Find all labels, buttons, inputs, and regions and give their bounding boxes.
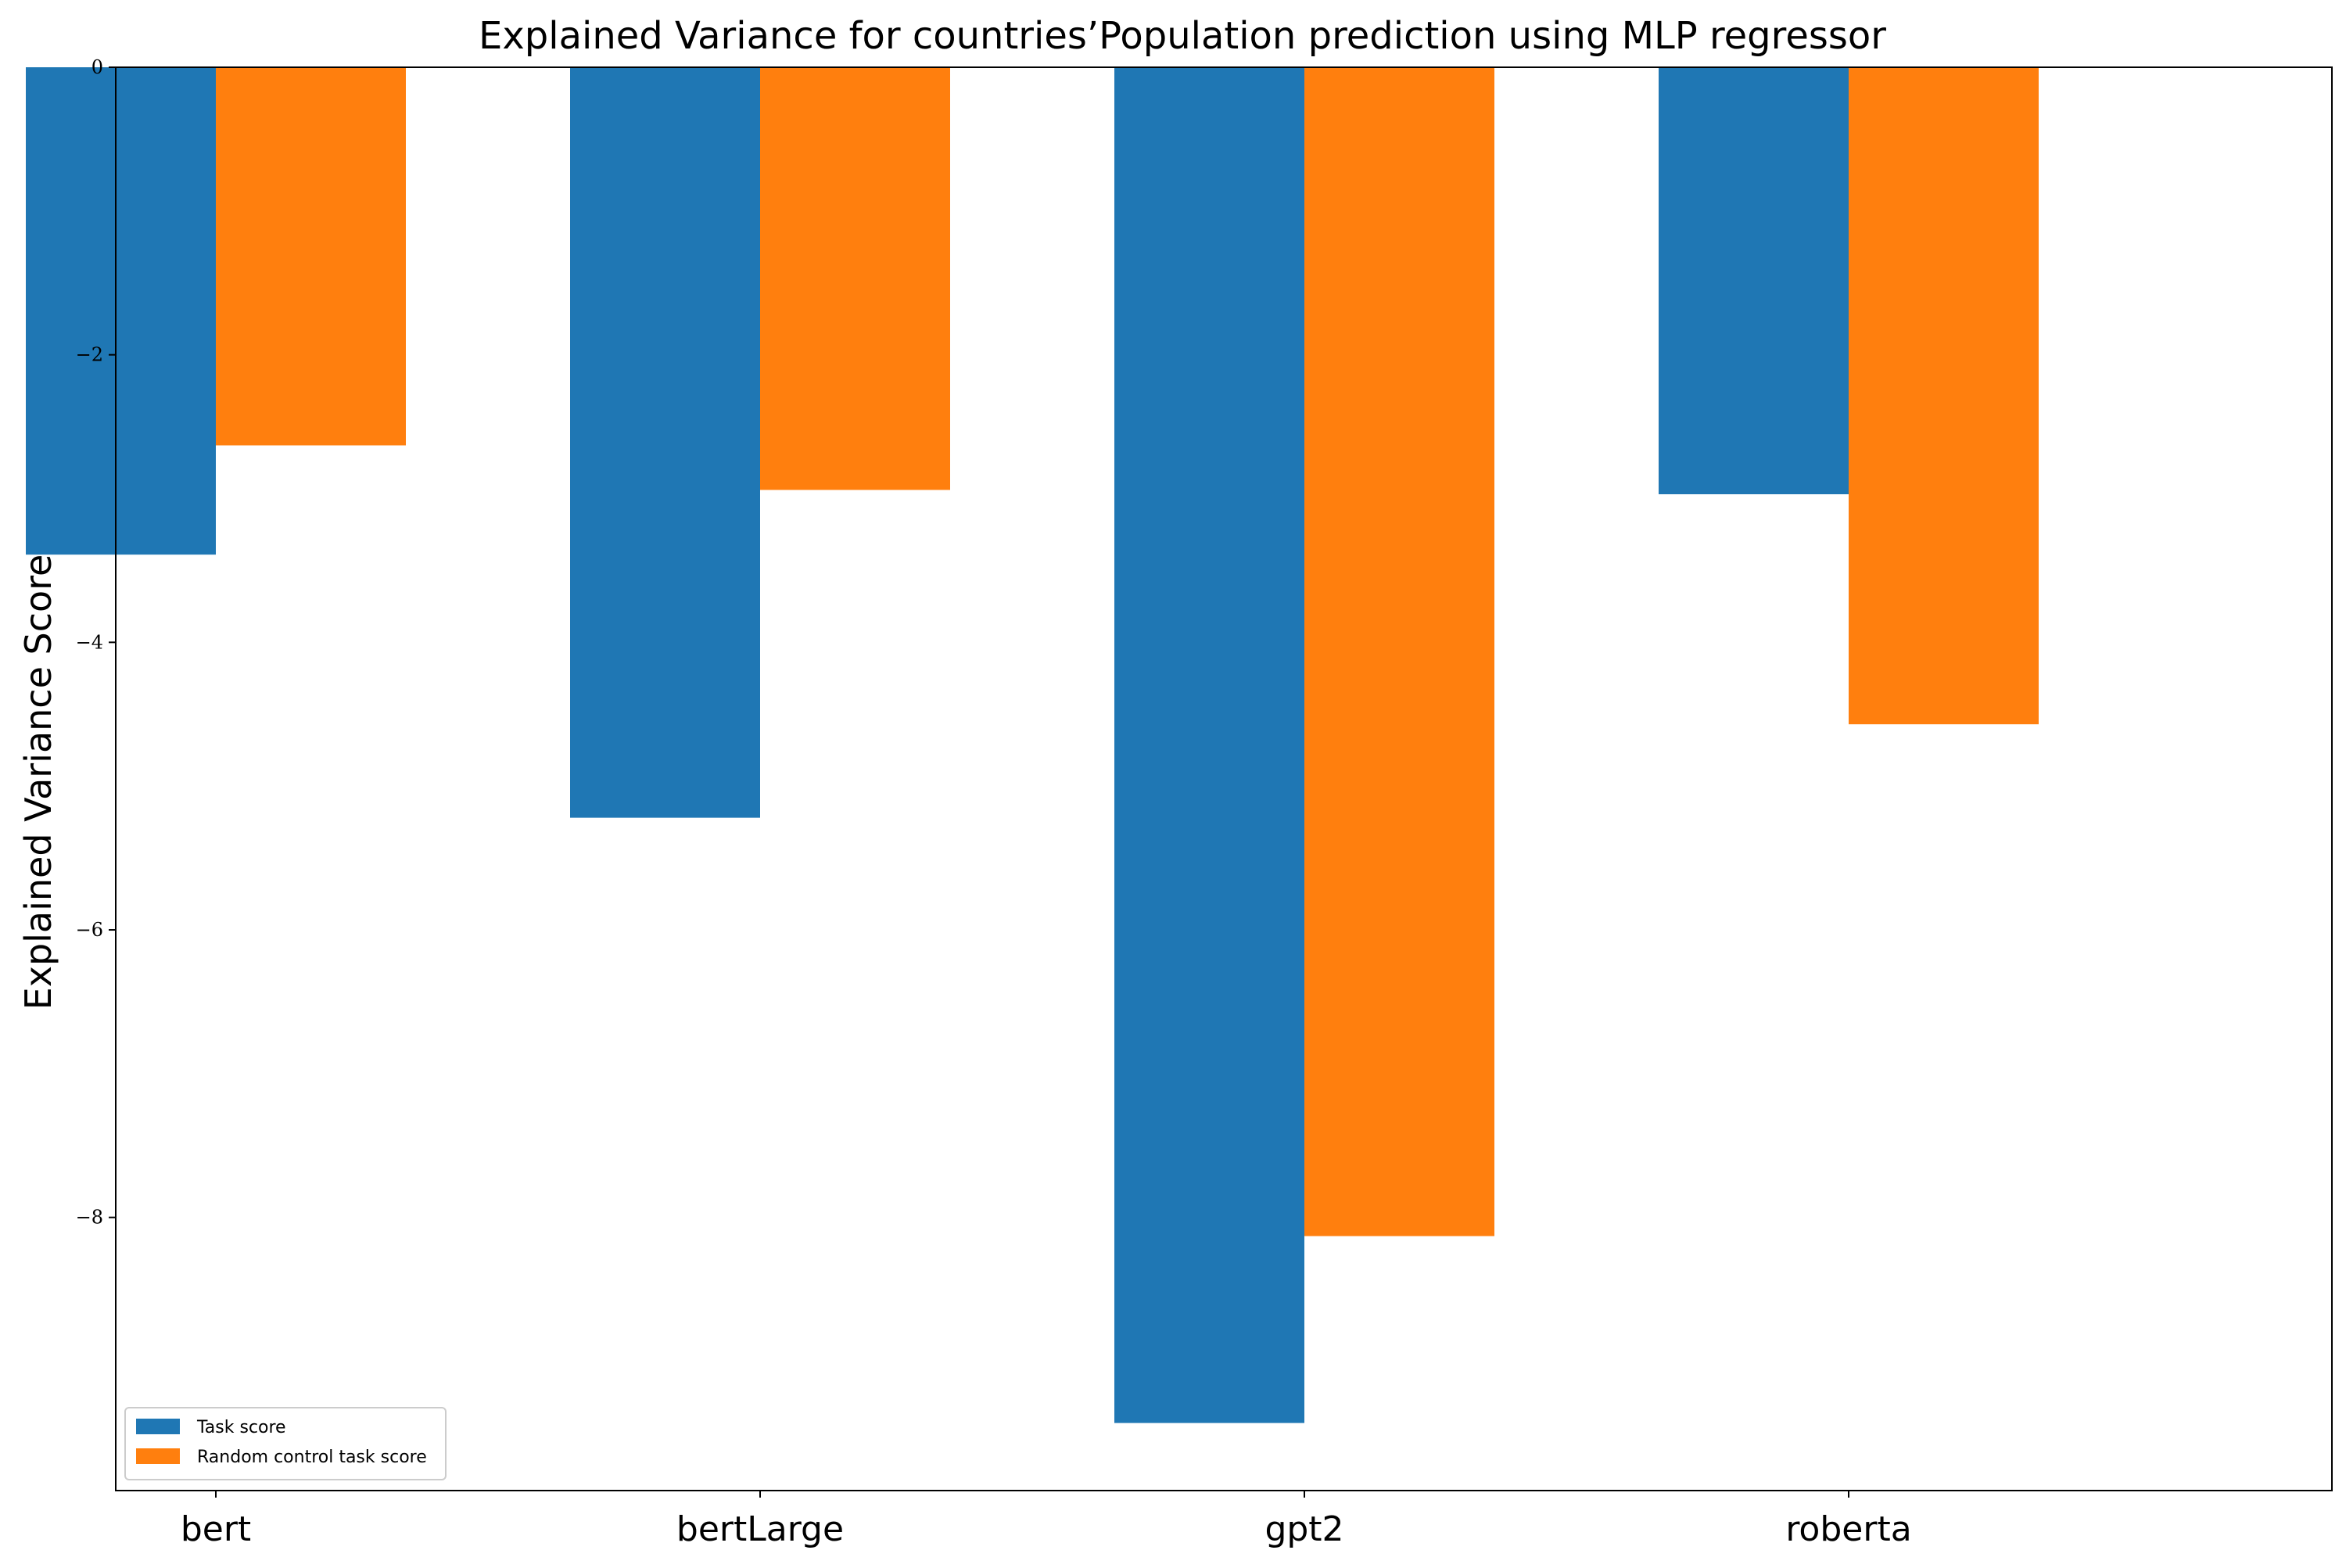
x-tick-label-roberta: roberta	[1785, 1509, 1911, 1549]
bar-bert-series-2	[216, 67, 406, 446]
bar-roberta-series-1	[1659, 67, 1849, 494]
legend-label: Random control task score	[197, 1448, 427, 1467]
chart-title: Explained Variance for countries’Populat…	[479, 14, 1886, 58]
bar-roberta-series-2	[1849, 67, 2039, 725]
bar-gpt2-series-2	[1304, 67, 1494, 1236]
y-tick-label: −6	[76, 919, 103, 941]
y-tick-label: −4	[76, 631, 103, 653]
legend-label: Task score	[196, 1418, 286, 1437]
x-tick-label-gpt2: gpt2	[1264, 1509, 1343, 1549]
bar-bert-series-1	[26, 67, 216, 555]
bar-bertLarge-series-1	[570, 67, 760, 818]
legend-swatch	[136, 1448, 180, 1464]
x-axis: bert bertLarge gpt2 roberta	[181, 1491, 1912, 1549]
x-tick-label-bert: bert	[181, 1509, 251, 1549]
bar-bertLarge-series-2	[760, 67, 950, 490]
bar-gpt2-series-1	[1114, 67, 1304, 1423]
y-axis-label: Explained Variance Score	[17, 554, 59, 1010]
legend-swatch	[136, 1419, 180, 1434]
legend: Task score Random control task score	[124, 1407, 447, 1480]
bars-layer	[26, 67, 2039, 1423]
y-tick-label: 0	[91, 56, 103, 78]
plot-area-frame	[115, 66, 2333, 1491]
y-axis: 0 −2 −4 −6 −8	[76, 56, 116, 1229]
y-tick-label: −8	[76, 1207, 103, 1229]
y-tick-label: −2	[76, 344, 103, 366]
legend-box	[124, 1407, 447, 1480]
x-tick-label-bertLarge: bertLarge	[676, 1509, 844, 1549]
